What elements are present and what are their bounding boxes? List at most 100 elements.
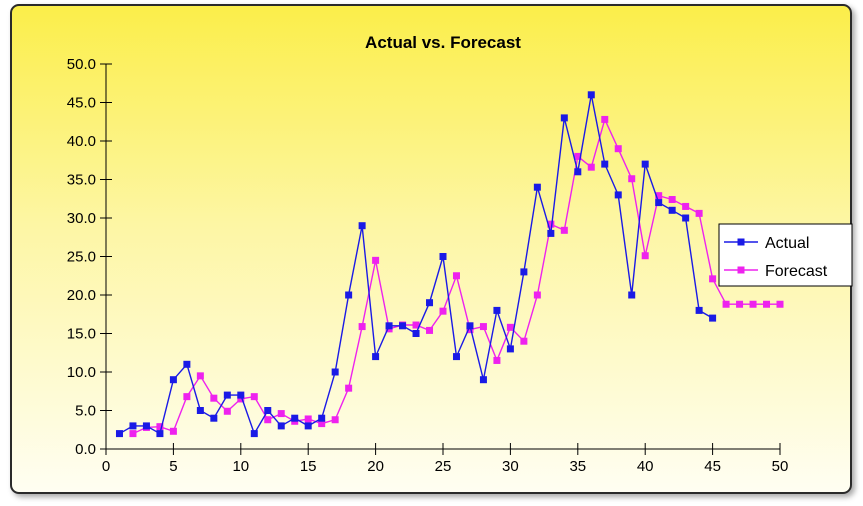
actual-point (196, 407, 204, 414)
forecast-point (156, 423, 164, 431)
actual-point (331, 368, 339, 376)
forecast-point (587, 163, 595, 171)
actual-point (614, 191, 622, 199)
y-tick-label: 25.0 (67, 249, 96, 266)
chart-title: Actual vs. Forecast (365, 33, 521, 52)
actual-point (372, 353, 380, 361)
x-tick-label: 35 (569, 458, 586, 475)
forecast-legend-label: Forecast (765, 263, 828, 280)
actual-point (587, 91, 595, 99)
y-tick-label: 30.0 (67, 210, 96, 227)
legend: Actual Forecast (718, 223, 853, 287)
forecast-point (183, 393, 191, 401)
actual-point (452, 353, 460, 361)
axes: 0.05.010.015.020.025.030.035.040.045.050… (67, 56, 789, 475)
actual-point (520, 268, 528, 276)
forecast-point (763, 300, 771, 308)
y-tick-label: 15.0 (67, 326, 96, 343)
forecast-point (210, 394, 218, 402)
y-tick-label: 50.0 (67, 56, 96, 73)
forecast-point (196, 372, 204, 380)
forecast-point (493, 356, 501, 364)
forecast-point (426, 326, 434, 334)
x-tick-label: 50 (772, 458, 789, 475)
x-tick-label: 40 (637, 458, 654, 475)
actual-point (479, 376, 487, 384)
actual-point (412, 330, 420, 337)
forecast-point (331, 416, 339, 424)
x-tick-label: 30 (502, 458, 519, 475)
forecast-point (264, 416, 272, 424)
x-tick-label: 0 (102, 458, 110, 475)
actual-point (574, 168, 582, 176)
forecast-point (682, 202, 690, 210)
actual-point (115, 430, 123, 438)
forecast-point (169, 427, 177, 435)
y-tick-label: 45.0 (67, 95, 96, 112)
forecast-point (695, 209, 703, 217)
forecast-point (237, 395, 245, 403)
x-tick-label: 25 (435, 458, 452, 475)
forecast-point (318, 420, 326, 428)
actual-point (655, 199, 663, 207)
forecast-point (709, 275, 717, 283)
x-tick-label: 15 (300, 458, 317, 475)
actual-point (695, 306, 703, 314)
y-tick-label: 5.0 (75, 403, 96, 420)
actual-point (628, 291, 636, 299)
actual-point (709, 314, 717, 322)
actual-point (682, 214, 690, 222)
y-tick-label: 10.0 (67, 364, 96, 381)
forecast-point (223, 407, 231, 415)
x-tick-label: 20 (367, 458, 384, 475)
actual-point (142, 422, 150, 430)
actual-point (439, 253, 447, 260)
forecast-point (520, 337, 528, 345)
forecast-point (749, 300, 757, 308)
actual-series-line (119, 94, 713, 436)
y-tick-label: 20.0 (67, 287, 96, 304)
actual-point (264, 407, 272, 414)
y-tick-label: 35.0 (67, 172, 96, 189)
actual-point (466, 322, 474, 330)
y-tick-label: 0.0 (75, 441, 96, 458)
actual-point (506, 345, 514, 353)
forecast-point (372, 256, 380, 264)
actual-point (426, 299, 434, 307)
actual-legend-marker (737, 238, 745, 246)
actual-point (601, 160, 609, 168)
forecast-point (776, 300, 784, 308)
forecast-point (129, 430, 137, 438)
forecast-point (412, 321, 420, 329)
forecast-point (466, 326, 474, 334)
actual-point (156, 430, 164, 438)
actual-point (169, 376, 177, 384)
forecast-point (736, 300, 744, 308)
actual-point (304, 422, 312, 430)
y-tick-label: 40.0 (67, 133, 96, 150)
forecast-point (358, 323, 366, 331)
forecast-point (668, 196, 676, 204)
forecast-point (641, 252, 649, 260)
actual-point (277, 422, 285, 430)
forecast-point (452, 272, 460, 280)
actual-point (223, 391, 231, 399)
actual-point (318, 414, 326, 422)
forecast-point (601, 115, 609, 123)
forecast-point (479, 323, 487, 331)
actual-point (399, 322, 407, 330)
actual-point (493, 306, 501, 314)
forecast-point (506, 323, 514, 331)
forecast-point (655, 192, 663, 200)
x-tick-label: 10 (232, 458, 249, 475)
actual-point (237, 391, 245, 399)
actual-point (183, 360, 191, 368)
actual-point (345, 291, 353, 299)
x-tick-label: 5 (169, 458, 177, 475)
actual-point (210, 414, 218, 422)
forecast-point (574, 152, 582, 160)
actual-point (641, 160, 649, 168)
x-tick-label: 45 (704, 458, 721, 475)
actual-point (129, 422, 137, 430)
